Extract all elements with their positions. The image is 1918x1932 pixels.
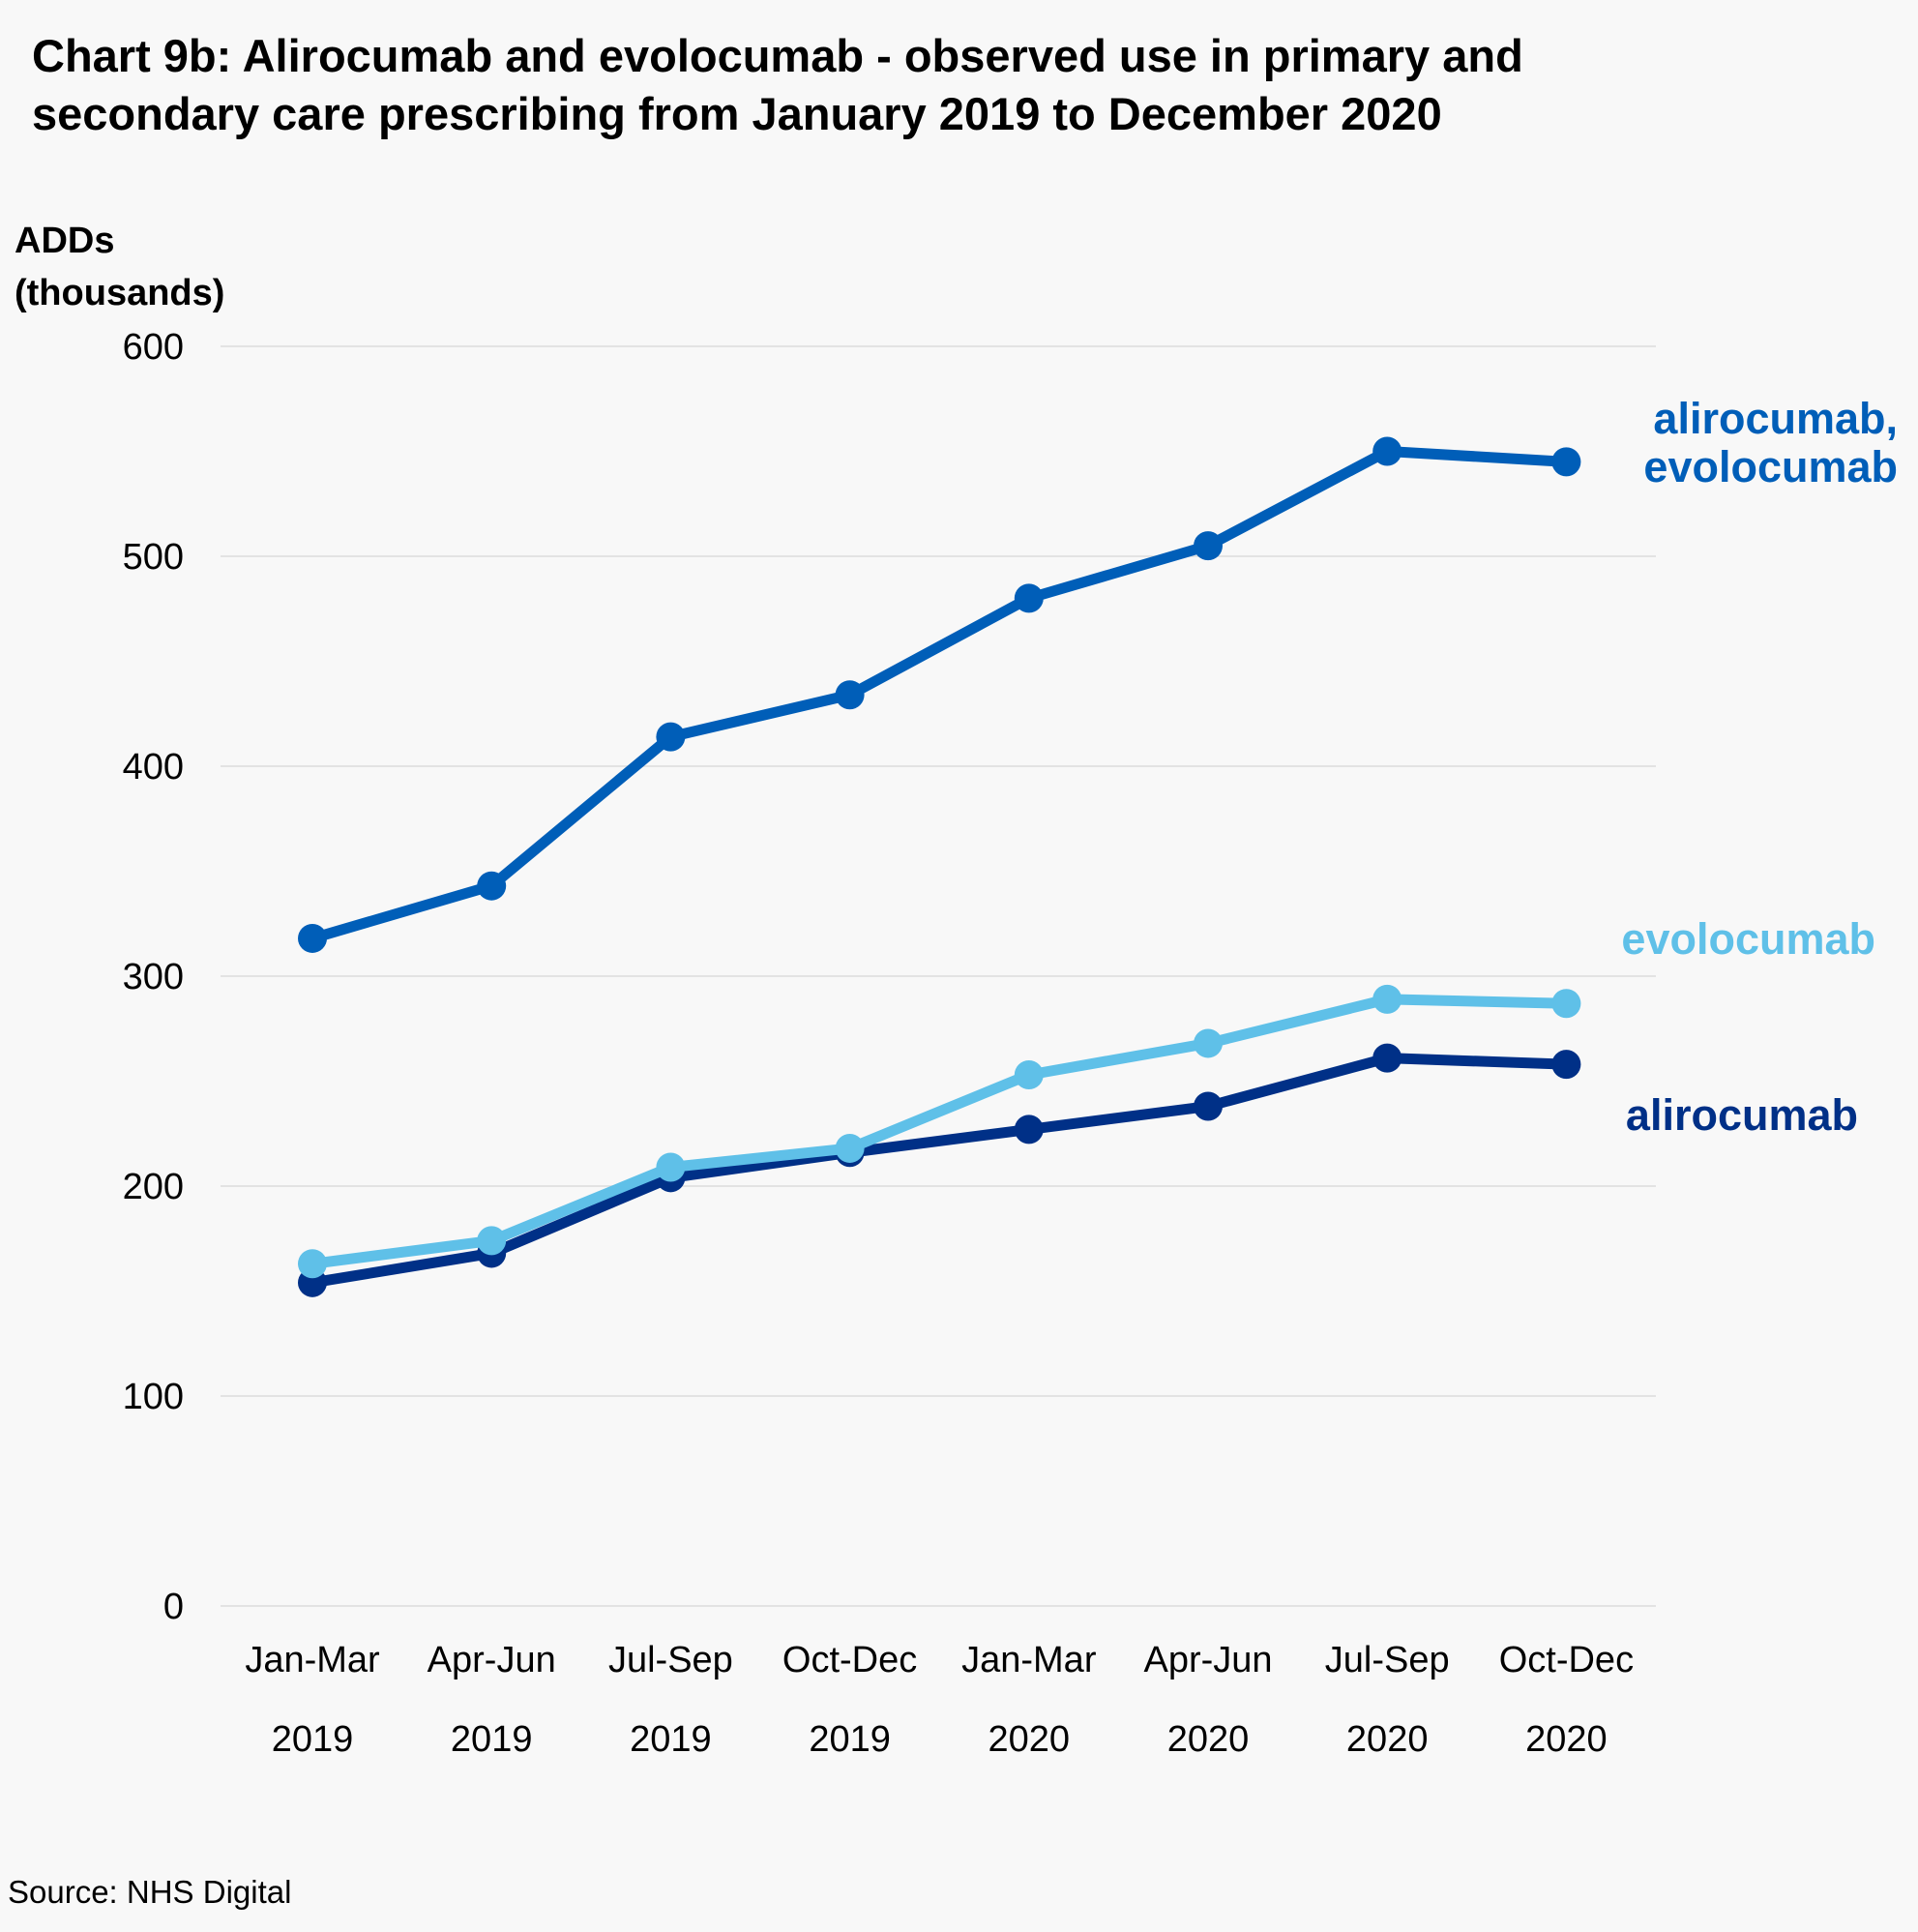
x-tick-year-label: 2019 (809, 1719, 891, 1760)
chart-title-line-2: secondary care prescribing from January … (32, 88, 1442, 139)
series-line (307, 446, 1572, 944)
series-alirocumab-evolocumab (298, 436, 1581, 953)
data-point (477, 871, 507, 901)
series-label: alirocumab, (1653, 394, 1898, 443)
data-point (1372, 984, 1402, 1014)
series-line (307, 994, 1572, 1269)
y-axis-label: ADDs (thousands) (15, 215, 224, 319)
y-tick-label: 600 (123, 327, 184, 368)
x-tick-year-label: 2019 (630, 1719, 712, 1760)
y-axis-label-line-2: (thousands) (15, 273, 225, 313)
data-point (1372, 436, 1402, 466)
y-axis-label-line-1: ADDs (15, 221, 115, 261)
x-axis-ticks: Jan-Mar 2019 Apr-Jun 2019 Jul-Sep 2019 Oct-Dec… (245, 1640, 1634, 1760)
x-tick-label: Jul-Sep (608, 1640, 733, 1680)
data-point (1014, 1115, 1044, 1144)
x-tick-year-label: 2020 (1346, 1719, 1429, 1760)
data-point (1551, 989, 1581, 1019)
y-axis-ticks: 0 100 200 300 400 500 600 (123, 327, 184, 1627)
chart-title: Chart 9b: Alirocumab and evolocumab - ob… (32, 27, 1870, 143)
x-tick-label: Apr-Jun (428, 1640, 556, 1680)
y-tick-label: 300 (123, 957, 184, 997)
data-point (477, 1226, 507, 1256)
gridlines (221, 345, 1656, 1607)
data-point (1194, 531, 1223, 561)
series-line (307, 1053, 1572, 1289)
chart-title-line-1: Chart 9b: Alirocumab and evolocumab - ob… (32, 30, 1523, 81)
data-point (298, 1249, 327, 1279)
x-tick-year-label: 2020 (1525, 1719, 1608, 1760)
data-point (835, 680, 865, 710)
y-tick-label: 200 (123, 1167, 184, 1207)
data-point (656, 1152, 686, 1182)
series-label: alirocumab (1626, 1090, 1858, 1140)
data-point (1194, 1091, 1223, 1121)
data-point (1014, 583, 1044, 613)
x-tick-label: Oct-Dec (1499, 1640, 1634, 1680)
x-tick-label: Jan-Mar (245, 1640, 380, 1680)
y-tick-label: 500 (123, 537, 184, 578)
x-tick-label: Jan-Mar (961, 1640, 1097, 1680)
x-tick-label: Oct-Dec (782, 1640, 917, 1680)
x-tick-year-label: 2020 (1167, 1719, 1250, 1760)
data-point (1372, 1043, 1402, 1073)
x-tick-year-label: 2020 (989, 1719, 1071, 1760)
series-group (298, 436, 1581, 1297)
data-point (656, 722, 686, 752)
x-tick-year-label: 2019 (451, 1719, 533, 1760)
y-tick-label: 100 (123, 1377, 184, 1417)
source-note: Source: NHS Digital (8, 1874, 292, 1910)
data-point (298, 923, 327, 953)
x-tick-label: Jul-Sep (1325, 1640, 1450, 1680)
x-tick-year-label: 2019 (272, 1719, 354, 1760)
y-tick-label: 0 (163, 1587, 184, 1627)
series-label: evolocumab (1643, 442, 1898, 491)
y-tick-label: 400 (123, 747, 184, 788)
data-point (1194, 1028, 1223, 1058)
data-point (1551, 1050, 1581, 1080)
series-alirocumab (298, 1043, 1581, 1297)
data-point (835, 1133, 865, 1163)
series-evolocumab (298, 984, 1581, 1279)
x-tick-label: Apr-Jun (1143, 1640, 1272, 1680)
series-labels: alirocumab,evolocumabalirocumabevolocuma… (1621, 394, 1898, 1140)
data-point (1551, 447, 1581, 477)
data-point (1014, 1059, 1044, 1089)
series-label: evolocumab (1621, 914, 1875, 964)
